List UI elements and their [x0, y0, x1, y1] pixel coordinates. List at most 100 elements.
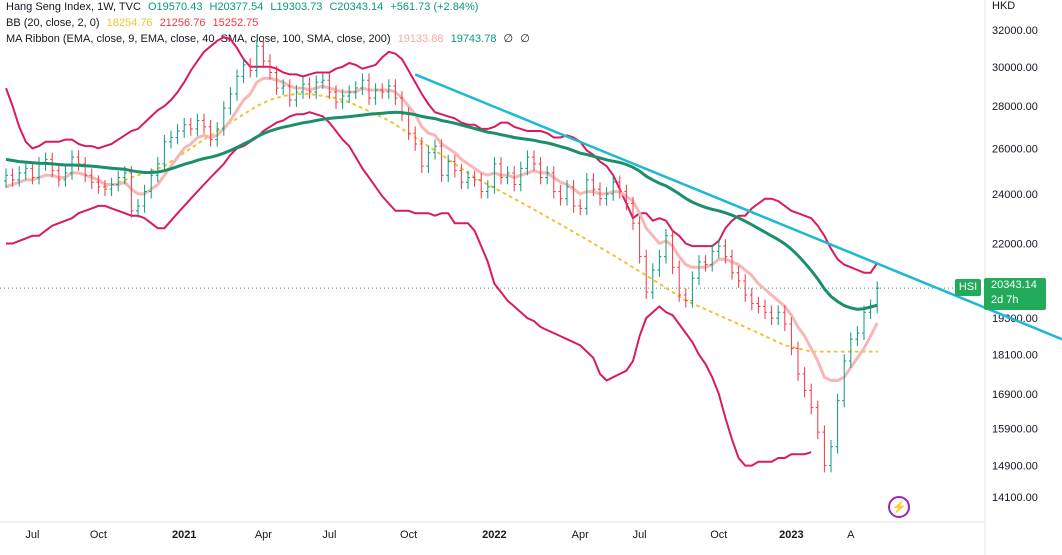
price-bar	[76, 150, 81, 171]
price-bar	[254, 39, 259, 78]
price-bar	[802, 367, 807, 398]
y-tick-label: 14100.00	[992, 492, 1038, 504]
price-bar	[287, 79, 292, 107]
legend-row-bb[interactable]: BB (20, close, 2, 0) 18254.76 21256.76 1…	[6, 16, 262, 30]
price-bar	[862, 305, 866, 340]
price-bar	[538, 157, 543, 185]
price-axis	[985, 0, 1062, 555]
y-tick-label: 30000.00	[992, 62, 1038, 74]
price-bar	[485, 180, 490, 199]
bar-countdown: 2d 7h	[991, 294, 1019, 306]
price-bar	[782, 305, 787, 331]
price-bar	[644, 249, 649, 300]
price-bar	[545, 166, 550, 185]
price-bar	[796, 341, 800, 381]
price-bar	[426, 145, 431, 174]
price-bar	[532, 150, 536, 171]
x-tick-label: A	[847, 529, 855, 541]
bb-label[interactable]: BB (20, close, 2, 0)	[6, 17, 100, 29]
price-bar	[235, 69, 239, 101]
price-bar	[842, 354, 847, 408]
price-bar	[855, 326, 860, 347]
price-bar	[848, 332, 853, 368]
x-tick-label: Jul	[322, 529, 336, 541]
y-tick-label: 32000.00	[992, 25, 1038, 37]
symbol-price-tag: HSI	[955, 279, 981, 296]
price-bar	[822, 425, 827, 473]
x-tick-label: Oct	[710, 529, 727, 541]
price-bar	[452, 154, 457, 178]
x-tick-label: Oct	[400, 529, 417, 541]
price-bar	[89, 168, 94, 190]
ma-value-2: 19743.78	[450, 33, 497, 45]
price-bar	[433, 139, 437, 160]
symbol-label[interactable]: Hang Seng Index, 1W, TVC	[6, 1, 141, 13]
price-bar	[670, 228, 675, 275]
price-bar	[142, 184, 147, 213]
bb-upper-value: 21256.76	[159, 17, 206, 29]
x-tick-label: 2021	[172, 529, 196, 541]
legend-row-symbol: Hang Seng Index, 1W, TVC O19570.43 H2037…	[6, 0, 482, 14]
price-bar	[103, 180, 107, 197]
low-value: L19303.73	[270, 1, 323, 13]
price-bar	[617, 175, 622, 199]
price-bar	[868, 299, 873, 320]
price-bar	[241, 58, 246, 84]
price-bar	[683, 288, 688, 308]
price-bar	[169, 130, 173, 149]
price-bar	[96, 175, 101, 194]
legend-row-ma[interactable]: MA Ribbon (EMA, close, 9, EMA, close, 40…	[6, 32, 534, 46]
price-bar	[591, 173, 596, 197]
bb-basis-value: 18254.76	[106, 17, 153, 29]
price-bar	[551, 166, 556, 199]
price-bar	[518, 161, 523, 192]
price-bar	[749, 288, 754, 311]
x-tick-label: Apr	[572, 529, 589, 541]
price-bar	[215, 122, 220, 147]
last-price-value: 20343.14	[991, 279, 1037, 291]
price-bar	[829, 439, 833, 473]
y-tick-label: 28000.00	[992, 101, 1038, 113]
price-bar	[175, 124, 180, 145]
price-bar	[188, 117, 193, 136]
last-price-box: 20343.14 2d 7h	[984, 278, 1046, 310]
price-bar	[835, 393, 840, 454]
ma-value-4: ∅	[520, 33, 530, 45]
price-bar	[875, 281, 880, 314]
x-tick-label: Oct	[90, 529, 107, 541]
price-bar	[815, 400, 820, 440]
price-bar	[380, 83, 385, 99]
price-bar	[347, 85, 352, 103]
price-bar	[155, 157, 160, 183]
price-bar	[162, 134, 167, 171]
price-bar	[472, 170, 477, 187]
lightning-icon[interactable]: ⚡	[888, 496, 910, 518]
price-bar	[261, 39, 266, 68]
price-bar	[789, 317, 794, 356]
y-tick-label: 24000.00	[992, 189, 1038, 201]
y-tick-label: 22000.00	[992, 239, 1038, 251]
change-value: +561.73 (+2.84%)	[390, 1, 479, 13]
y-tick-label: 15900.00	[992, 424, 1038, 436]
ma-ribbon-label[interactable]: MA Ribbon (EMA, close, 9, EMA, close, 40…	[6, 33, 391, 45]
price-bar	[353, 81, 358, 99]
price-bar	[367, 73, 371, 105]
price-bar	[664, 228, 668, 264]
price-bar	[730, 249, 734, 280]
bb-lower-line	[6, 111, 812, 467]
price-bar	[584, 173, 589, 216]
y-tick-label: 18100.00	[992, 350, 1038, 362]
price-bar	[320, 73, 325, 90]
x-tick-label: Apr	[255, 529, 272, 541]
bb-lower-value: 15252.75	[212, 17, 259, 29]
price-bar	[281, 79, 286, 95]
price-bar	[571, 180, 576, 213]
price-bar	[710, 244, 715, 272]
price-bar	[248, 58, 253, 78]
x-tick-label: Jul	[25, 529, 39, 541]
price-bar	[763, 299, 767, 320]
price-bar	[393, 79, 398, 105]
price-bar	[327, 73, 332, 99]
price-bar	[274, 65, 279, 95]
